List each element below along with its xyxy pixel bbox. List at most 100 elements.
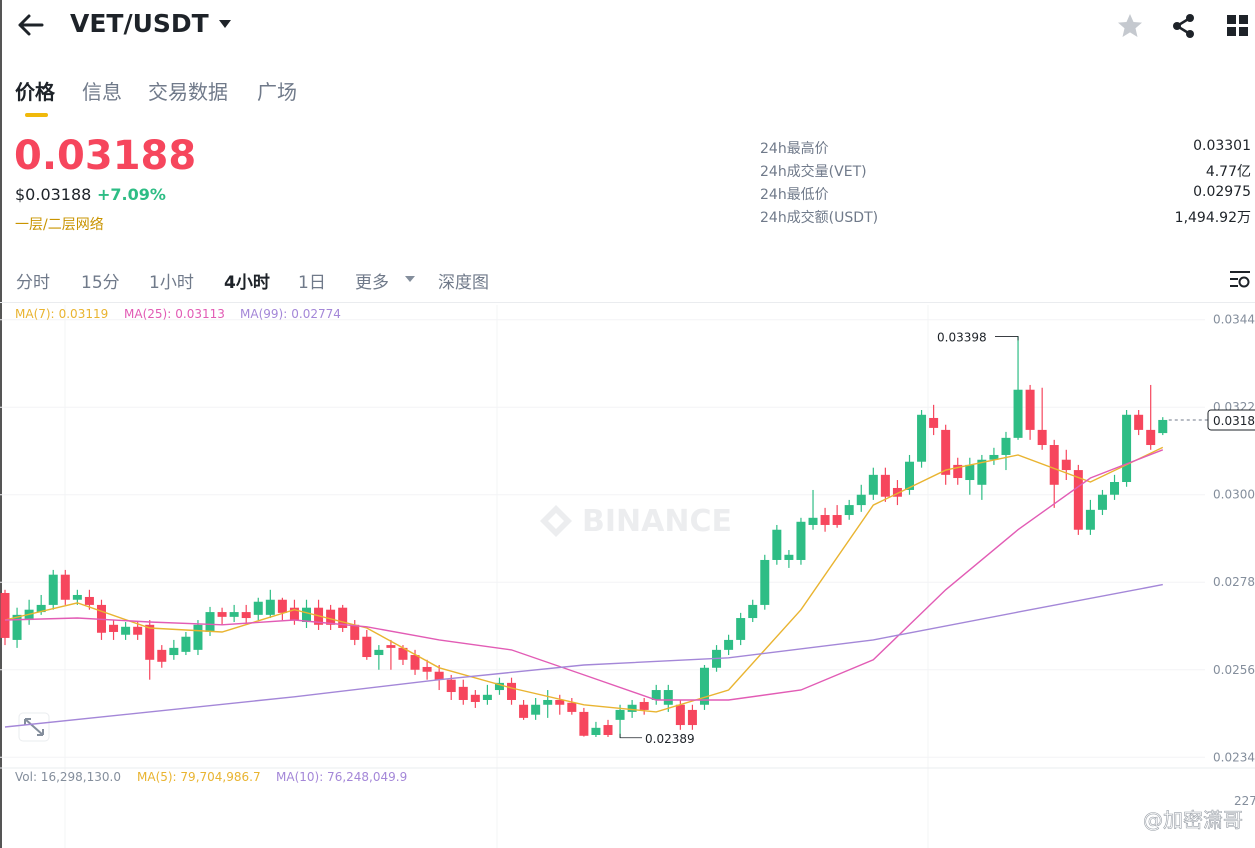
candle-body	[663, 690, 673, 705]
candle-body	[48, 574, 58, 605]
candle-body	[109, 624, 119, 632]
interval[interactable]: 更多	[355, 273, 389, 293]
stat-value: 0.02975	[1193, 184, 1251, 200]
candle-body	[265, 599, 275, 615]
watermark: BINANCE	[540, 504, 732, 539]
candle-body	[627, 704, 637, 712]
last-price-tag	[1207, 409, 1255, 431]
watermark-text: BINANCE	[582, 504, 732, 539]
candle-body	[543, 699, 553, 705]
interval[interactable]: 1日	[298, 273, 326, 293]
candle-body	[531, 704, 541, 715]
candle-body	[374, 649, 384, 656]
interval[interactable]: 1小时	[149, 273, 194, 293]
y-tick-label: 0.0344	[1213, 313, 1255, 327]
candle-body	[699, 667, 709, 705]
candle-body	[1025, 389, 1035, 430]
volume-legend: Vol: 16,298,130.0	[15, 770, 121, 784]
screen-edge	[0, 0, 2, 848]
candle-body	[892, 487, 902, 497]
ma-line	[4, 583, 1163, 728]
ma-line	[4, 446, 1164, 713]
candle-body	[808, 517, 818, 525]
interval[interactable]: 4小时	[224, 273, 270, 293]
share-icon[interactable]	[1171, 13, 1197, 39]
candle-body	[133, 626, 143, 635]
candle-body	[1097, 494, 1107, 510]
candle-body	[1013, 389, 1023, 438]
interval[interactable]: 分时	[16, 273, 50, 293]
layout-icon[interactable]	[1227, 15, 1249, 37]
candle-body	[157, 649, 167, 662]
stat-label: 24h最低价	[760, 187, 829, 203]
candle-body	[181, 636, 191, 652]
candle-body	[820, 515, 830, 525]
candle-body	[434, 671, 444, 680]
candle-body	[651, 690, 661, 700]
candle-body	[0, 592, 10, 638]
credit: @加密潇哥	[1143, 808, 1243, 832]
candle-body	[989, 454, 999, 460]
ma-legend: MA(7): 0.03119	[15, 307, 108, 321]
candle-body	[422, 666, 432, 672]
ma-legend: MA(99): 0.02774	[240, 307, 341, 321]
stat-value: 0.03301	[1193, 138, 1251, 154]
candle-body	[1134, 414, 1144, 430]
candle-body	[446, 679, 456, 693]
candle-body	[1049, 445, 1059, 485]
candle-body	[1110, 482, 1120, 495]
candle-body	[760, 559, 770, 605]
candle-body	[169, 647, 179, 656]
candle-body	[639, 701, 649, 710]
candle-body	[941, 429, 951, 475]
tab[interactable]: 信息	[82, 80, 122, 104]
stat-label: 24h最高价	[760, 141, 829, 157]
candle-body	[229, 612, 239, 617]
candle-body	[482, 694, 492, 700]
y-tick-label: 0.0256	[1213, 663, 1255, 677]
candle-body	[1037, 429, 1047, 446]
candle-body	[953, 464, 963, 479]
chart-settings-icon[interactable]	[1229, 270, 1251, 288]
volume-legend: MA(10): 76,248,049.9	[276, 770, 407, 784]
low-pointer	[619, 733, 643, 739]
candle-body	[302, 607, 311, 623]
candle-body	[470, 694, 480, 702]
candle-body	[748, 604, 758, 619]
tab[interactable]: 价格	[15, 80, 55, 104]
candle-body	[965, 464, 975, 481]
candle-body	[1122, 414, 1132, 483]
ma-legend-value: 0.03113	[175, 307, 225, 321]
divider	[0, 302, 1255, 303]
pair-title[interactable]: VET/USDT	[70, 9, 209, 38]
candle-body	[832, 515, 842, 525]
high-label: 0.03398	[937, 330, 987, 344]
candle-body	[60, 574, 70, 600]
category-tag[interactable]: 一层/二层网络	[15, 217, 104, 233]
candle-body	[675, 704, 685, 726]
stat-value: 4.77亿	[1205, 164, 1251, 180]
candle-body	[253, 601, 263, 615]
candle-body	[579, 711, 589, 736]
back-button[interactable]	[16, 12, 46, 38]
interval[interactable]: 深度图	[438, 273, 489, 293]
interval[interactable]: 15分	[81, 273, 120, 293]
volume-legend: MA(5): 79,704,986.7	[137, 770, 261, 784]
candle-body	[241, 612, 251, 619]
candle-body	[205, 612, 215, 632]
last-price: 0.03188	[14, 133, 197, 179]
expand-button[interactable]	[18, 712, 50, 742]
tab[interactable]: 交易数据	[148, 80, 228, 104]
favorite-icon[interactable]	[1117, 13, 1143, 39]
candle-body	[289, 607, 299, 621]
pair-dropdown[interactable]	[217, 18, 233, 30]
y-tick-label: 0.0278	[1213, 575, 1255, 589]
tab[interactable]: 广场	[257, 80, 297, 104]
candle-body	[772, 529, 782, 560]
candle-body	[193, 624, 203, 650]
candle-body	[217, 612, 227, 617]
candle-body	[1073, 470, 1083, 530]
more-caret[interactable]	[404, 275, 416, 284]
